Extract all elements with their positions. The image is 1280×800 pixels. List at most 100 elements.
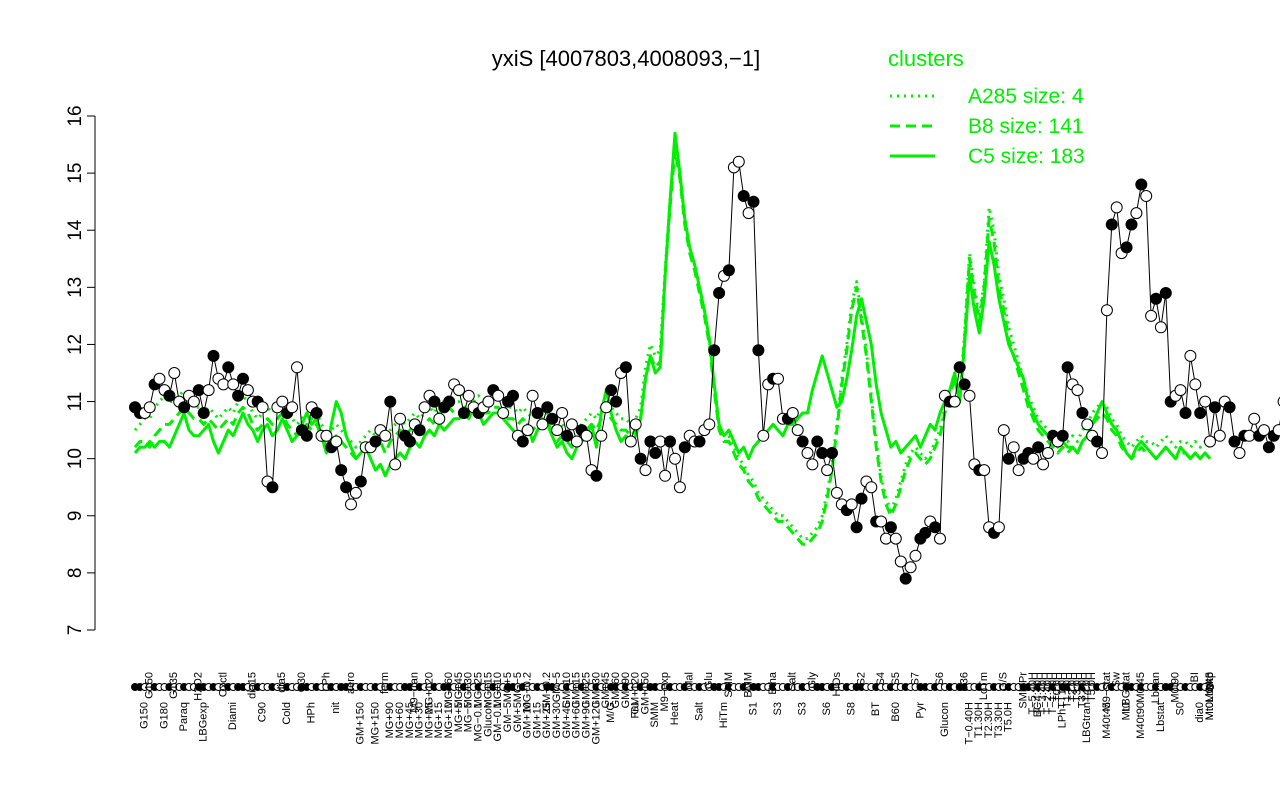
data-point — [143, 401, 156, 414]
x-tick-label: Cold — [281, 702, 293, 725]
data-point — [1125, 218, 1138, 231]
x-tick-label: GM−5 — [551, 672, 563, 702]
x-tick-label: MG+5 — [502, 672, 514, 702]
chart-title: yxiS [4007803,4008093,−1] — [492, 46, 761, 71]
data-point — [197, 407, 210, 419]
data-point — [624, 435, 637, 448]
x-tick-label: T−2.40H — [1042, 672, 1054, 715]
x-tick-label: Sw — [1111, 672, 1123, 687]
x-tick-label: T5.0H — [1086, 672, 1098, 702]
x-tick-label: T3.30H — [1076, 672, 1088, 708]
data-point — [526, 389, 539, 402]
data-point — [168, 367, 181, 379]
data-point — [1032, 441, 1045, 454]
data-point — [482, 395, 495, 408]
data-point — [462, 389, 475, 402]
x-tick-label: T−4.40H — [1032, 672, 1044, 715]
x-tick-label: Salt — [693, 702, 705, 721]
x-tick-label: LPh — [320, 672, 332, 692]
data-point — [1262, 441, 1275, 454]
data-point — [384, 395, 397, 408]
data-point — [222, 361, 235, 374]
x-tick-label: dia15 — [247, 672, 259, 699]
x-tick-label: M9−tran — [409, 672, 421, 713]
data-point — [830, 486, 843, 499]
legend-label: C5 size: 183 — [968, 145, 1085, 168]
data-point — [1056, 429, 1069, 442]
data-point — [811, 435, 824, 448]
data-point — [345, 498, 357, 511]
data-point — [1071, 384, 1084, 397]
data-point — [1213, 429, 1226, 442]
data-point — [286, 401, 299, 414]
x-tick-label: T2.30H — [983, 702, 995, 738]
x-tick-label: S8 — [846, 702, 858, 715]
data-point — [997, 424, 1010, 437]
data-point — [561, 429, 573, 442]
data-point — [1096, 447, 1108, 459]
data-point — [565, 418, 578, 431]
x-tick-label: GM−0.1 — [492, 702, 504, 741]
x-tick-label: GM+30 — [590, 672, 602, 708]
data-point — [531, 407, 544, 419]
x-tick-label: MG+60 — [443, 672, 455, 708]
data-point — [826, 447, 838, 459]
data-point — [546, 412, 559, 425]
data-point — [340, 481, 353, 494]
data-point — [693, 435, 706, 448]
data-point — [772, 372, 784, 385]
y-tick-label: 16 — [65, 105, 86, 126]
x-tick-label: HPh — [306, 702, 318, 723]
data-point — [492, 389, 505, 402]
data-point — [639, 464, 652, 477]
x-tick-label: HiTm — [718, 702, 730, 728]
x-tick-label: S2 — [855, 672, 867, 685]
y-tick-label: 15 — [65, 163, 86, 184]
data-point — [551, 424, 564, 437]
data-point — [394, 412, 407, 425]
data-point — [713, 287, 726, 299]
data-point — [256, 401, 269, 414]
data-point — [207, 349, 220, 362]
x-tick-label: MG+15 — [433, 702, 445, 738]
data-point — [610, 395, 623, 408]
data-point — [1174, 384, 1187, 397]
data-point — [742, 207, 755, 220]
data-point — [673, 481, 686, 494]
data-point — [919, 526, 932, 539]
chart-axes: 7 8 9 10 11 12 13 14 15 16 — [65, 105, 96, 635]
data-point — [634, 452, 647, 465]
x-tick-label: Glu — [703, 672, 715, 689]
data-point — [747, 195, 760, 208]
data-point — [403, 435, 416, 448]
data-point — [1248, 412, 1261, 425]
data-point — [845, 498, 858, 511]
data-point — [389, 458, 402, 471]
data-point — [570, 435, 583, 448]
x-tick-label: SMM — [723, 672, 735, 698]
data-point — [428, 395, 441, 408]
x-tick-label: BMM — [742, 672, 754, 698]
x-tick-label: Heat — [669, 702, 681, 725]
data-point — [948, 395, 961, 408]
x-tick-label: GM+30 — [551, 702, 563, 738]
x-tick-label: G135 — [168, 672, 180, 699]
x-tick-label: GM+120 — [630, 672, 642, 715]
x-tick-label: GM+150 — [639, 672, 651, 715]
x-tick-label: MG−5 — [463, 702, 475, 732]
x-tick-label: G/S — [998, 672, 1010, 691]
data-point — [1233, 447, 1246, 459]
data-point — [821, 464, 834, 477]
x-tick-label: LBGtran — [1081, 702, 1093, 743]
x-tick-label: MG+120 — [423, 672, 435, 715]
x-tick-label: GM+10 — [522, 702, 534, 738]
x-tick-label: GM+25 — [541, 702, 553, 738]
data-point — [757, 429, 770, 442]
data-point — [678, 441, 691, 454]
series-layer — [133, 131, 1212, 546]
data-point — [354, 475, 367, 488]
x-tick-label: LBGexp — [198, 702, 210, 742]
data-point — [796, 435, 809, 448]
x-tick-label: GM+10 — [561, 672, 573, 708]
y-tick-label: 9 — [65, 510, 86, 521]
